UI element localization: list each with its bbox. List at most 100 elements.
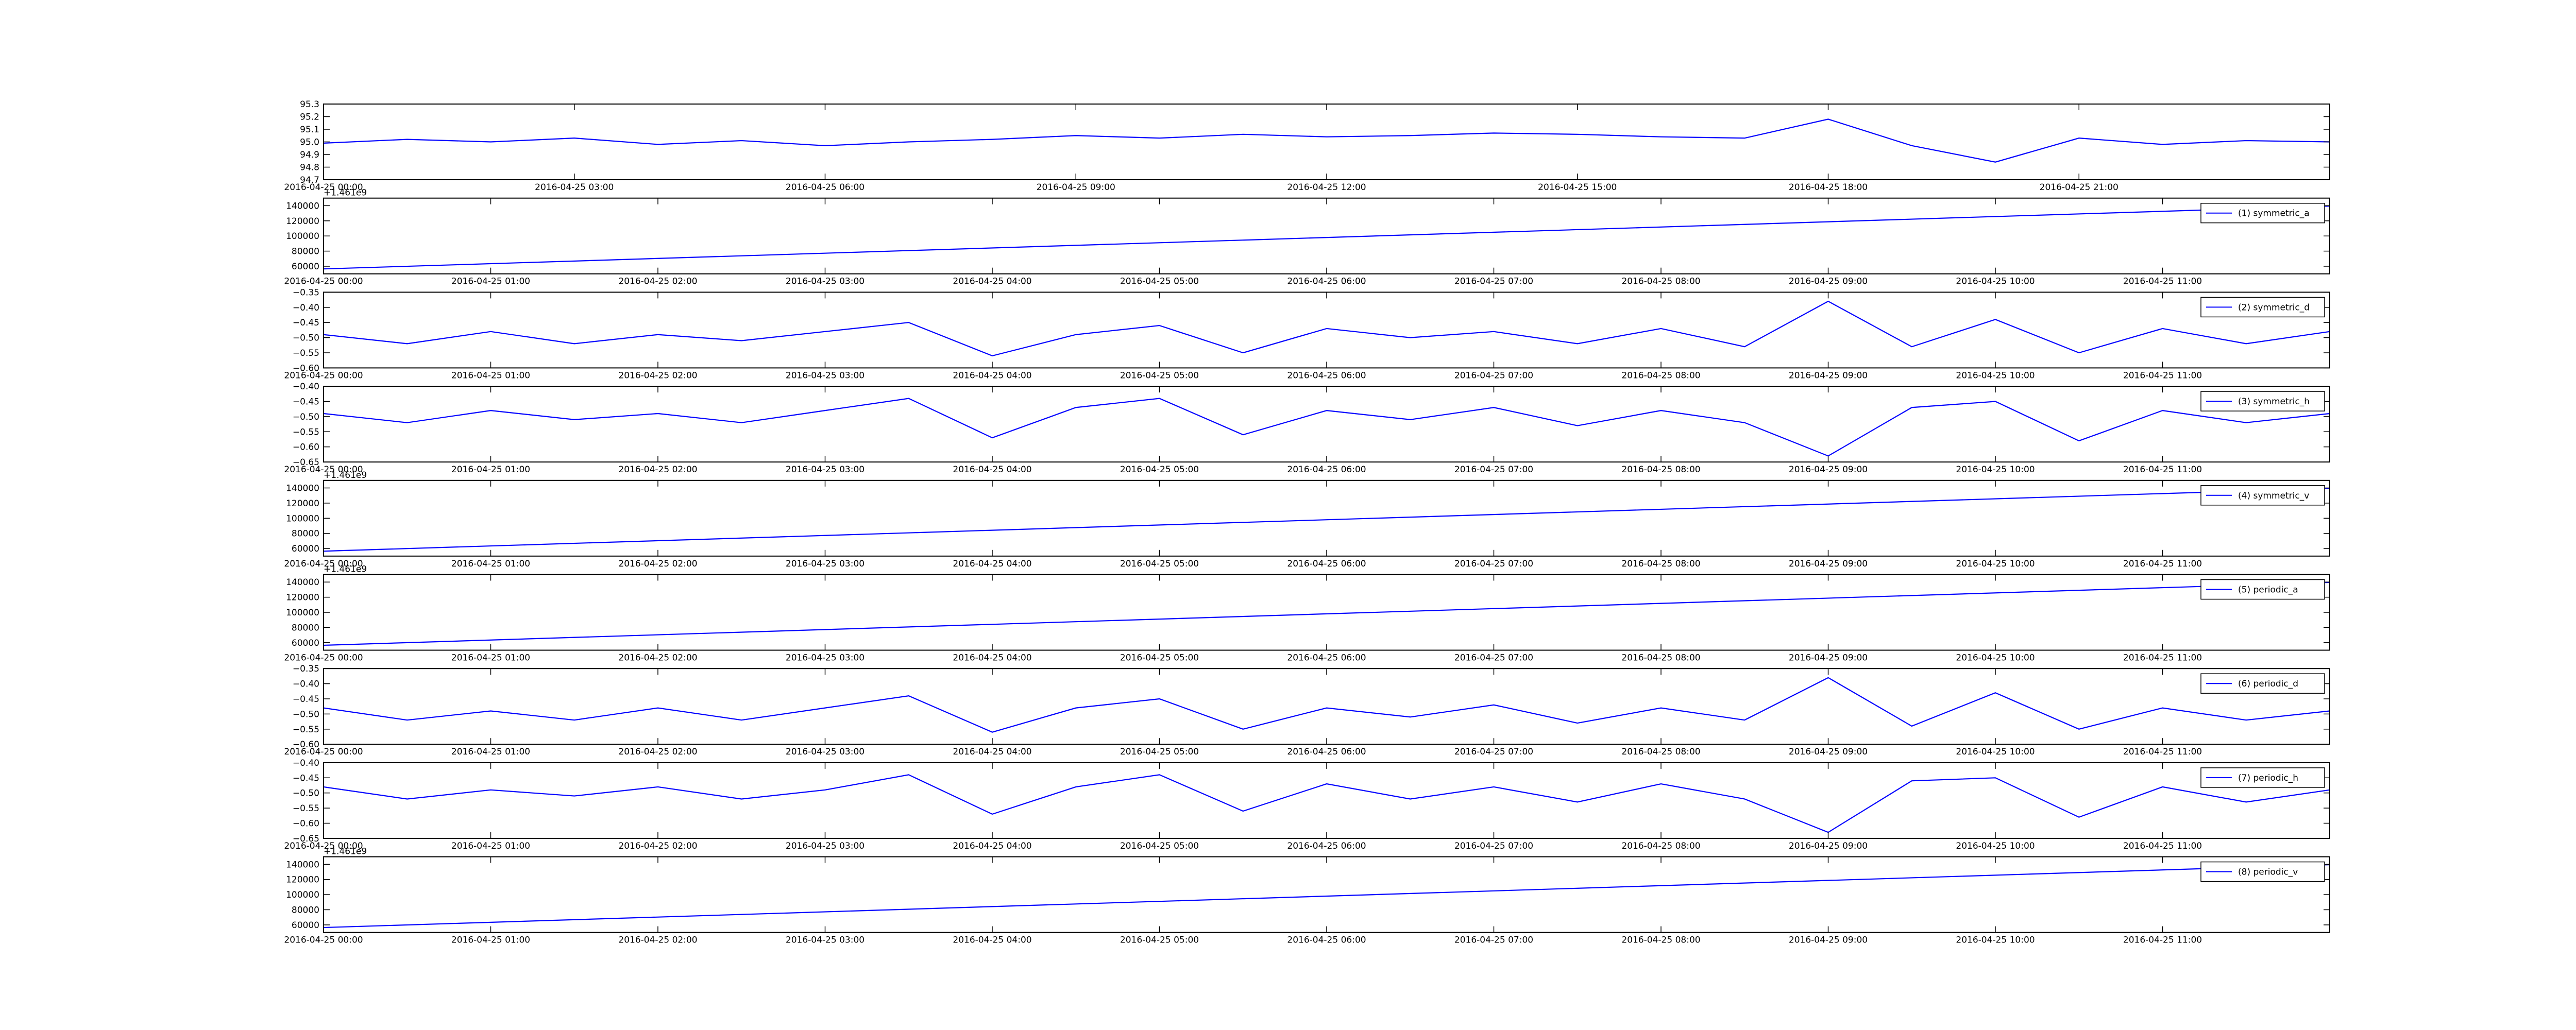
x-tick-label: 2016-04-25 00:00 (284, 465, 363, 475)
subplot: 60000 80000 100000 120000 140000 2016-04-25 0… (284, 847, 2330, 946)
x-tick-label: 2016-04-25 04:00 (953, 370, 1031, 381)
x-tick-label: 2016-04-25 11:00 (2123, 277, 2202, 287)
y-tick-label: 140000 (286, 577, 319, 588)
x-tick-label: 2016-04-25 07:00 (1454, 653, 1533, 663)
legend-label: (1) symmetric_a (2238, 209, 2310, 219)
y-tick-label: 120000 (286, 593, 319, 603)
y-tick-label: 60000 (292, 262, 319, 272)
legend-label: (5) periodic_a (2238, 585, 2298, 595)
x-tick-label: 2016-04-25 09:00 (1789, 465, 1868, 475)
x-tick-label: 2016-04-25 08:00 (1621, 277, 1700, 287)
x-tick-label: 2016-04-25 05:00 (1120, 465, 1199, 475)
x-tick-label: 2016-04-25 11:00 (2123, 747, 2202, 757)
x-tick-label: 2016-04-25 00:00 (284, 653, 363, 663)
data-line (323, 488, 2330, 552)
y-tick-label: −0.60 (293, 740, 319, 750)
x-tick-label: 2016-04-25 07:00 (1454, 559, 1533, 569)
x-tick-label: 2016-04-25 05:00 (1120, 747, 1199, 757)
x-tick-label: 2016-04-25 04:00 (953, 653, 1031, 663)
x-tick-label: 2016-04-25 04:00 (953, 277, 1031, 287)
x-tick-label: 2016-04-25 06:00 (1287, 935, 1366, 946)
y-tick-label: −0.40 (293, 303, 319, 313)
y-tick-label: 140000 (286, 860, 319, 870)
x-tick-label: 2016-04-25 21:00 (2040, 182, 2119, 193)
axes-frame (324, 574, 2330, 650)
y-tick-label: 94.8 (300, 163, 319, 173)
x-tick-label: 2016-04-25 11:00 (2123, 559, 2202, 569)
x-tick-label: 2016-04-25 05:00 (1120, 935, 1199, 946)
data-line (323, 774, 2330, 833)
x-tick-label: 2016-04-25 07:00 (1454, 370, 1533, 381)
x-tick-label: 2016-04-25 02:00 (618, 653, 697, 663)
axes-frame (324, 292, 2330, 368)
legend-label: (6) periodic_d (2238, 679, 2298, 689)
axes-frame (324, 386, 2330, 462)
x-tick-label: 2016-04-25 11:00 (2123, 935, 2202, 946)
x-tick-label: 2016-04-25 06:00 (1287, 559, 1366, 569)
x-tick-label: 2016-04-25 06:00 (1287, 747, 1366, 757)
x-tick-label: 2016-04-25 09:00 (1789, 747, 1868, 757)
x-tick-label: 2016-04-25 09:00 (1789, 653, 1868, 663)
data-line (323, 398, 2330, 457)
x-tick-label: 2016-04-25 08:00 (1621, 465, 1700, 475)
x-tick-label: 2016-04-25 01:00 (451, 747, 530, 757)
data-line (323, 205, 2330, 270)
y-tick-label: −0.35 (293, 664, 319, 674)
x-tick-label: 2016-04-25 10:00 (1956, 465, 2035, 475)
x-tick-label: 2016-04-25 06:00 (1287, 277, 1366, 287)
x-tick-label: 2016-04-25 03:00 (786, 370, 865, 381)
y-tick-label: −0.45 (293, 773, 319, 783)
x-tick-label: 2016-04-25 07:00 (1454, 747, 1533, 757)
x-tick-label: 2016-04-25 03:00 (786, 559, 865, 569)
x-tick-label: 2016-04-25 00:00 (284, 277, 363, 287)
y-tick-label: 95.3 (300, 99, 319, 110)
x-tick-label: 2016-04-25 03:00 (786, 841, 865, 851)
legend-label: (8) periodic_v (2238, 867, 2298, 878)
x-tick-label: 2016-04-25 18:00 (1789, 182, 1868, 193)
x-tick-label: 2016-04-25 10:00 (1956, 370, 2035, 381)
axes-frame (324, 668, 2330, 745)
x-tick-label: 2016-04-25 09:00 (1789, 935, 1868, 946)
legend-label: (2) symmetric_d (2238, 302, 2310, 313)
y-tick-label: 80000 (292, 905, 319, 916)
x-tick-label: 2016-04-25 11:00 (2123, 653, 2202, 663)
x-tick-label: 2016-04-25 10:00 (1956, 935, 2035, 946)
x-tick-label: 2016-04-25 00:00 (284, 935, 363, 946)
x-tick-label: 2016-04-25 10:00 (1956, 747, 2035, 757)
x-tick-label: 2016-04-25 08:00 (1621, 559, 1700, 569)
x-tick-label: 2016-04-25 02:00 (618, 559, 697, 569)
y-tick-label: 120000 (286, 875, 319, 885)
axes-frame (324, 856, 2330, 933)
y-tick-label: −0.45 (293, 694, 319, 705)
y-tick-label: −0.55 (293, 348, 319, 358)
x-tick-label: 2016-04-25 04:00 (953, 841, 1031, 851)
legend-label: (3) symmetric_h (2238, 397, 2310, 407)
x-tick-label: 2016-04-25 05:00 (1120, 841, 1199, 851)
offset-text: +1.461e9 (324, 564, 367, 575)
axes-frame (324, 762, 2330, 838)
x-tick-label: 2016-04-25 02:00 (618, 747, 697, 757)
x-tick-label: 2016-04-25 11:00 (2123, 465, 2202, 475)
x-tick-label: 2016-04-25 08:00 (1621, 841, 1700, 851)
x-tick-label: 2016-04-25 03:00 (786, 935, 865, 946)
x-tick-label: 2016-04-25 08:00 (1621, 935, 1700, 946)
x-tick-label: 2016-04-25 01:00 (451, 559, 530, 569)
y-tick-label: −0.50 (293, 412, 319, 422)
data-line (323, 118, 2330, 163)
y-tick-label: 80000 (292, 623, 319, 633)
x-tick-label: 2016-04-25 08:00 (1621, 747, 1700, 757)
x-tick-label: 2016-04-25 01:00 (451, 277, 530, 287)
y-tick-label: −0.40 (293, 679, 319, 690)
subplot: −0.60 −0.55 −0.50 −0.45 −0.40 −0.35 2016-04-25… (284, 287, 2330, 381)
y-tick-label: 60000 (292, 544, 319, 554)
x-tick-label: 2016-04-25 02:00 (618, 841, 697, 851)
x-tick-label: 2016-04-25 07:00 (1454, 841, 1533, 851)
x-tick-label: 2016-04-25 05:00 (1120, 370, 1199, 381)
subplot: −0.65 −0.60 −0.55 −0.50 −0.45 −0.40 2016-04-25… (284, 382, 2330, 475)
x-tick-label: 2016-04-25 09:00 (1037, 182, 1115, 193)
data-line (323, 677, 2330, 733)
x-tick-label: 2016-04-25 03:00 (786, 747, 865, 757)
y-tick-label: −0.60 (293, 442, 319, 453)
axes-frame (324, 480, 2330, 556)
x-tick-label: 2016-04-25 02:00 (618, 935, 697, 946)
